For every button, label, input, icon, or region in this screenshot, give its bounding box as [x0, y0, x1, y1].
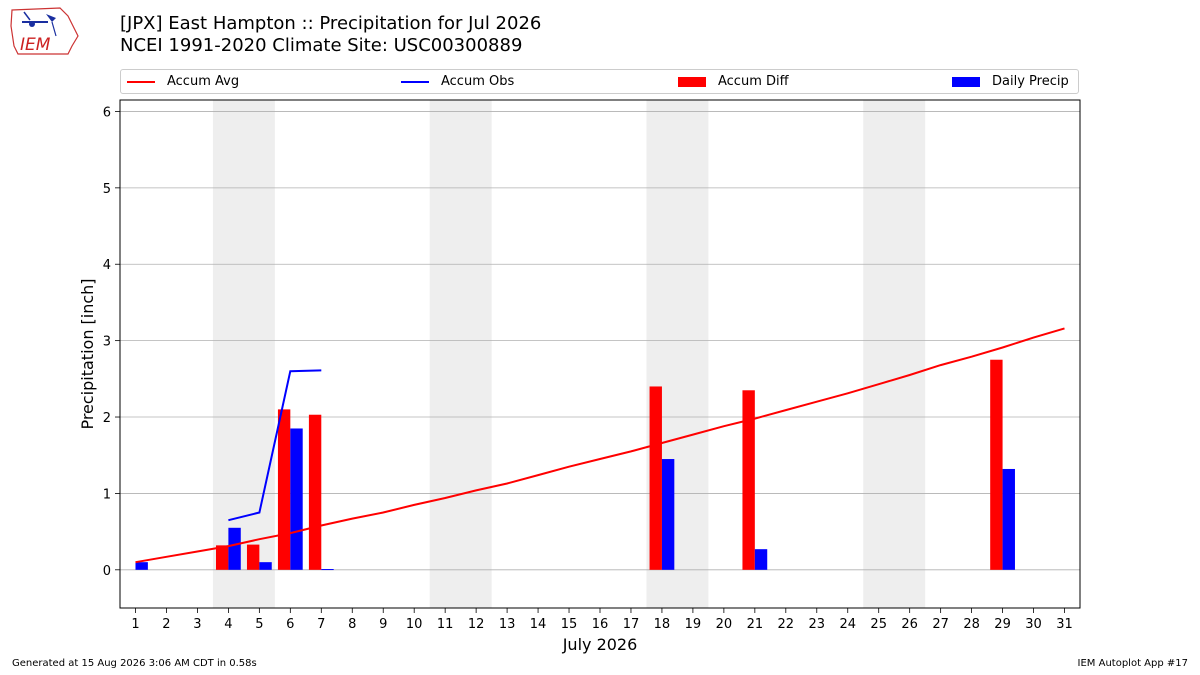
xtick-label-25: 25 [870, 617, 887, 632]
ytick-label-5: 5 [103, 182, 111, 197]
xtick-label-16: 16 [592, 617, 609, 632]
legend-label-accum-obs: Accum Obs [441, 74, 515, 89]
accum-obs-line [228, 369, 322, 522]
xtick-label-19: 19 [685, 617, 702, 632]
legend-swatch-accum-diff [678, 76, 706, 87]
xtick-label-1: 1 [131, 617, 139, 632]
legend-swatch-daily-precip [952, 76, 980, 87]
app-credit: IEM Autoplot App #17 [1077, 658, 1188, 669]
daily-precip-bar-18 [661, 459, 675, 570]
generated-note: Generated at 15 Aug 2026 3:06 AM CDT in … [12, 658, 257, 669]
xtick-label-22: 22 [778, 617, 795, 632]
xtick-label-9: 9 [379, 617, 387, 632]
legend-label-daily-precip: Daily Precip [992, 74, 1069, 89]
ytick-label-6: 6 [103, 105, 111, 120]
xtick-label-24: 24 [839, 617, 856, 632]
xtick-label-8: 8 [348, 617, 356, 632]
plot-frame [119, 99, 1081, 609]
title-line-1: [JPX] East Hampton :: Precipitation for … [120, 13, 542, 34]
xtick-label-29: 29 [994, 617, 1011, 632]
iem-logo: IEM [10, 7, 79, 55]
shaded-band-0 [212, 100, 275, 608]
xtick-label-28: 28 [963, 617, 980, 632]
chart-title: [JPX] East Hampton :: Precipitation for … [120, 13, 541, 57]
legend-swatch-accum-obs [401, 80, 429, 83]
daily-precip-bar-1 [135, 562, 148, 570]
xtick-label-15: 15 [561, 617, 578, 632]
xtick-label-26: 26 [901, 617, 918, 632]
accum-avg-line [135, 327, 1065, 564]
legend-item-daily-precip: Daily Precip [952, 70, 1069, 93]
xtick-label-2: 2 [162, 617, 170, 632]
daily-precip-bar-29 [1002, 468, 1015, 570]
logo-text: IEM [20, 35, 51, 55]
xtick-label-6: 6 [286, 617, 294, 632]
legend-label-accum-diff: Accum Diff [718, 74, 789, 89]
shaded-band-3 [863, 100, 926, 608]
ytick-label-0: 0 [103, 564, 111, 579]
daily-precip-bar-6 [290, 428, 303, 570]
xtick-label-20: 20 [716, 617, 733, 632]
daily-precip-bar-21 [754, 549, 768, 570]
y-axis-label: Precipitation [inch] [78, 278, 97, 429]
xtick-label-3: 3 [193, 617, 201, 632]
ytick-label-2: 2 [103, 411, 111, 426]
legend: Accum Avg Accum Obs Accum Diff Daily Pre… [120, 69, 1079, 94]
legend-item-accum-obs: Accum Obs [401, 70, 514, 93]
accum-diff-bar-21 [742, 390, 755, 570]
xtick-label-14: 14 [530, 617, 547, 632]
accum-diff-bar-18 [649, 386, 662, 570]
legend-label-accum-avg: Accum Avg [167, 74, 240, 89]
daily-precip-bar-5 [259, 562, 272, 570]
xtick-label-7: 7 [317, 617, 325, 632]
xtick-label-10: 10 [406, 617, 423, 632]
xtick-label-13: 13 [499, 617, 516, 632]
daily-precip-bar-4 [228, 527, 241, 570]
ytick-label-3: 3 [103, 335, 111, 350]
xtick-label-23: 23 [809, 617, 826, 632]
accum-diff-bar-7 [308, 414, 322, 570]
xtick-label-4: 4 [224, 617, 232, 632]
legend-item-accum-avg: Accum Avg [127, 70, 239, 93]
xtick-label-11: 11 [437, 617, 454, 632]
xtick-label-30: 30 [1025, 617, 1042, 632]
xtick-label-21: 21 [747, 617, 764, 632]
xtick-label-18: 18 [654, 617, 671, 632]
xtick-label-5: 5 [255, 617, 263, 632]
xtick-label-27: 27 [932, 617, 949, 632]
shaded-band-1 [429, 100, 492, 608]
legend-item-accum-diff: Accum Diff [678, 70, 789, 93]
accum-diff-bar-6 [277, 409, 291, 570]
xtick-label-17: 17 [623, 617, 640, 632]
xtick-label-12: 12 [468, 617, 485, 632]
title-line-2: NCEI 1991-2020 Climate Site: USC00300889 [120, 35, 523, 56]
accum-diff-bar-29 [990, 359, 1003, 570]
accum-diff-bar-5 [246, 544, 260, 570]
accum-diff-bar-4 [216, 545, 229, 570]
daily-precip-bar-7 [321, 569, 334, 571]
xtick-label-31: 31 [1056, 617, 1073, 632]
ytick-label-1: 1 [103, 487, 111, 502]
ytick-label-4: 4 [103, 258, 111, 273]
legend-swatch-accum-avg [127, 80, 155, 83]
x-axis-label: July 2026 [562, 635, 638, 654]
